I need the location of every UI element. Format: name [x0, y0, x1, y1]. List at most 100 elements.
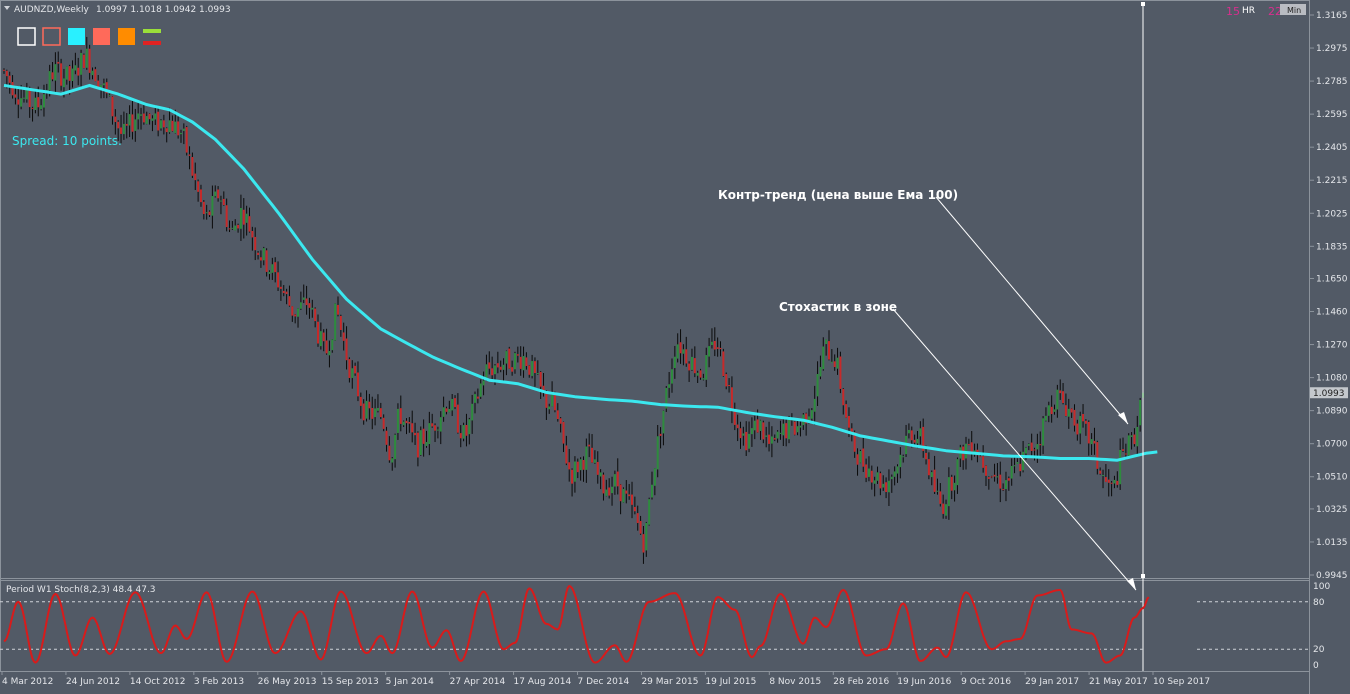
toolbar-line-green-button[interactable] — [143, 29, 161, 33]
time-tick-label: 27 Apr 2014 — [450, 677, 506, 687]
candle — [77, 57, 80, 86]
vertical-cursor-line[interactable] — [1141, 2, 1145, 671]
candle — [833, 354, 836, 371]
candle — [628, 484, 631, 500]
candle — [1073, 404, 1076, 432]
time-axis: 4 Mar 2012 24 Jun 2012 14 Oct 2012 3 Feb 20… — [1, 671, 1210, 687]
stoch-tick-label: 80 — [1313, 598, 1325, 608]
candle — [268, 270, 271, 280]
candle — [1016, 458, 1019, 464]
candle — [345, 326, 348, 370]
price-tick-label: 1.2025 — [1316, 209, 1348, 219]
toolbar-box-white-button[interactable] — [17, 27, 36, 46]
candle — [528, 365, 531, 378]
time-tick-label: 9 Oct 2016 — [961, 677, 1011, 687]
candle — [431, 413, 434, 428]
candle — [394, 433, 397, 468]
candle — [1130, 432, 1133, 450]
symbol-title: AUDNZD,Weekly — [14, 5, 90, 15]
candle — [842, 388, 845, 415]
candle — [539, 371, 542, 399]
candle — [619, 484, 622, 515]
candle — [536, 360, 539, 375]
candle — [508, 346, 511, 369]
badge-hour-label: HR — [1242, 6, 1255, 16]
candle — [1133, 428, 1136, 447]
candle — [1010, 458, 1013, 486]
candle — [599, 469, 602, 490]
candle — [131, 100, 134, 140]
candle — [471, 394, 474, 434]
candle — [548, 403, 551, 414]
candle — [57, 51, 60, 73]
candle — [902, 454, 905, 463]
candle — [1004, 471, 1007, 502]
candle — [328, 340, 331, 368]
candle — [68, 64, 71, 95]
candle — [248, 207, 251, 233]
candle — [28, 86, 31, 118]
candle — [1033, 447, 1036, 461]
toolbar-box-red-outline-button[interactable] — [42, 27, 61, 46]
candle — [805, 412, 808, 436]
candle — [622, 487, 625, 503]
candle — [128, 105, 131, 138]
candle — [653, 468, 656, 496]
cursor-handle-bottom[interactable] — [1141, 574, 1145, 578]
candle — [827, 330, 830, 361]
candle — [585, 438, 588, 483]
candle — [845, 400, 848, 419]
toolbar-box-salmon-button[interactable] — [93, 28, 110, 45]
candle — [867, 456, 870, 482]
candle — [3, 68, 5, 74]
time-tick-label: 26 May 2013 — [258, 677, 317, 687]
candle — [690, 348, 693, 371]
candle — [339, 314, 342, 337]
candle — [605, 479, 608, 497]
candle — [593, 450, 596, 464]
candle — [773, 434, 776, 442]
candle — [165, 127, 168, 143]
candle — [134, 108, 137, 142]
candle — [488, 351, 491, 375]
candle — [682, 344, 685, 366]
candle — [311, 299, 314, 318]
candle — [882, 475, 885, 491]
price-tick-label: 1.1835 — [1316, 242, 1348, 252]
candle — [987, 476, 990, 490]
candle — [151, 115, 154, 132]
candle — [288, 285, 291, 307]
candle — [982, 445, 985, 473]
candle — [631, 481, 634, 519]
candle — [1070, 408, 1073, 418]
candle — [602, 472, 605, 501]
candle — [356, 361, 359, 402]
price-tick-label: 1.2215 — [1316, 176, 1348, 186]
candle — [516, 346, 519, 363]
candle — [708, 337, 711, 368]
candle — [1122, 437, 1125, 453]
toolbar-box-orange-button[interactable] — [118, 28, 135, 45]
candle — [228, 220, 231, 233]
toolbar-line-red-button[interactable] — [143, 41, 161, 45]
cursor-handle-top[interactable] — [1141, 2, 1145, 6]
candle — [54, 52, 57, 95]
candle — [314, 307, 317, 328]
price-tick-label: 1.2785 — [1316, 77, 1348, 87]
candle — [17, 86, 20, 119]
candle — [1110, 481, 1113, 497]
candle — [414, 422, 417, 445]
candle — [448, 400, 451, 413]
candle — [456, 393, 459, 434]
toolbar-box-cyan-button[interactable] — [68, 28, 85, 45]
candle — [930, 470, 933, 486]
candle — [1039, 431, 1042, 458]
candle — [591, 434, 594, 463]
collapse-triangle-icon[interactable] — [4, 6, 10, 10]
candle — [933, 455, 936, 495]
candle — [168, 107, 171, 134]
candle — [416, 431, 419, 467]
candle — [476, 388, 479, 404]
price-tick-label: 1.1460 — [1316, 308, 1348, 318]
